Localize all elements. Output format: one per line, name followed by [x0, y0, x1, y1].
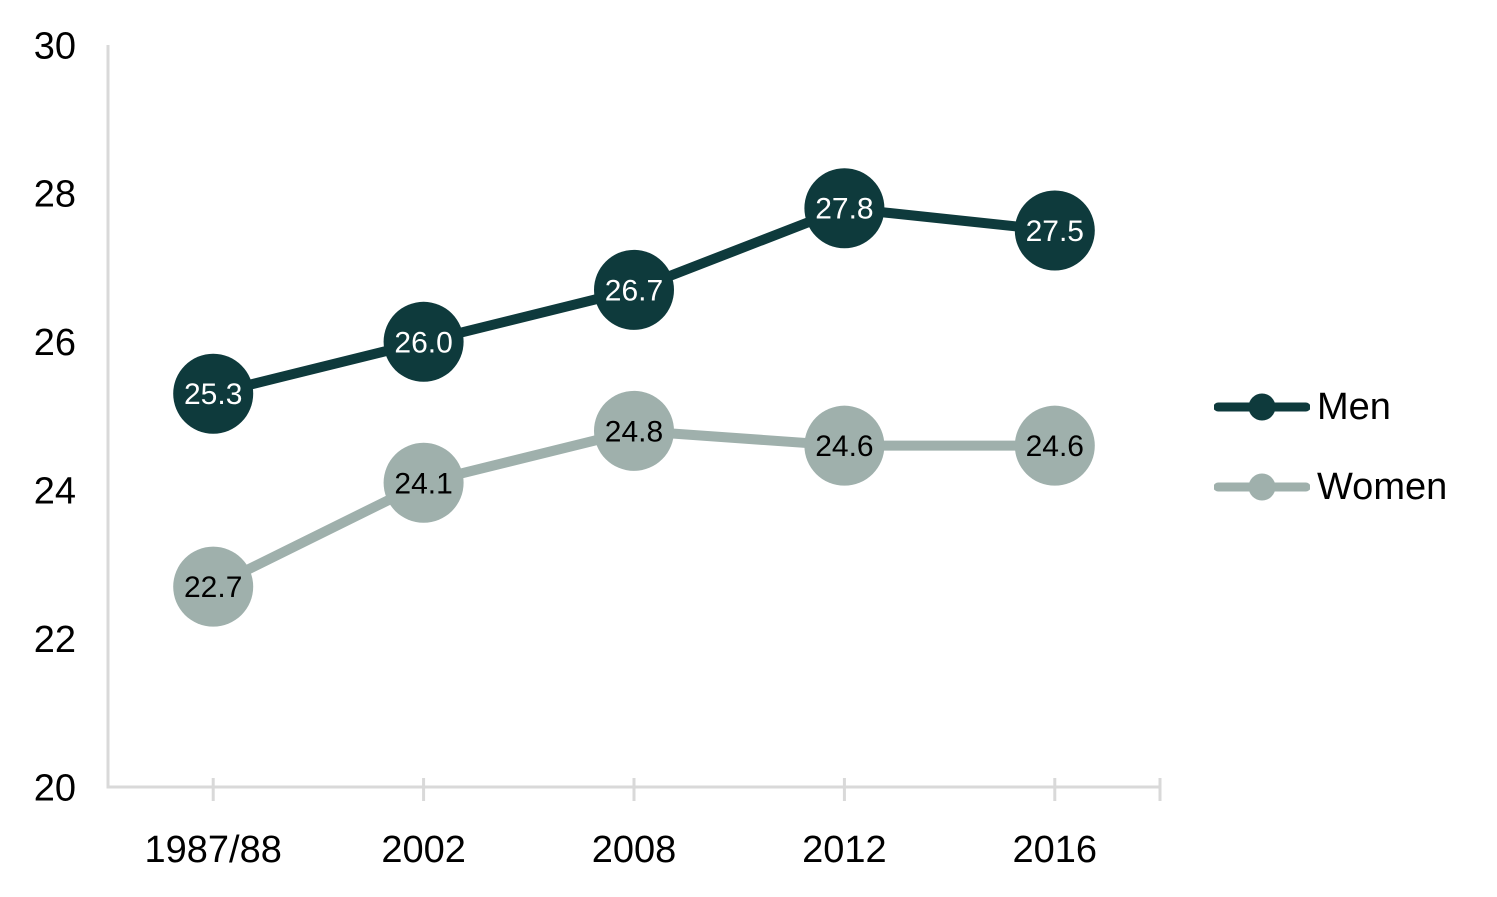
x-axis-tick-label: 2012	[802, 829, 887, 871]
men-data-label: 26.0	[394, 326, 452, 359]
legend-label-women: Women	[1317, 466, 1448, 508]
women-data-point	[594, 390, 674, 471]
y-axis-tick-label: 28	[34, 174, 76, 216]
women-data-label: 24.1	[394, 467, 452, 500]
women-data-point	[173, 546, 254, 627]
y-axis-tick-label: 30	[34, 25, 76, 67]
women-data-point	[804, 405, 885, 486]
x-axis-tick-label: 2016	[1013, 829, 1098, 871]
y-axis-tick-label: 26	[34, 322, 76, 364]
men-data-label: 27.8	[815, 193, 873, 226]
legend-label-men: Men	[1317, 386, 1391, 428]
y-axis-tick-label: 20	[34, 767, 76, 809]
women-data-point	[1014, 405, 1095, 486]
y-axis-tick-label: 24	[34, 471, 76, 513]
men-data-point	[804, 168, 885, 249]
men-data-label: 26.7	[605, 274, 663, 307]
x-axis-tick-label: 2008	[592, 829, 677, 871]
women-series-marker-icon	[1214, 473, 1310, 501]
women-data-label: 24.8	[605, 415, 663, 448]
men-data-label: 27.5	[1026, 215, 1084, 248]
x-axis-tick-label: 2002	[381, 829, 466, 871]
men-data-label: 25.3	[184, 378, 242, 411]
women-data-label: 24.6	[1026, 430, 1084, 463]
legend-item-women: Women	[1214, 467, 1447, 507]
legend-item-men: Men	[1214, 387, 1447, 427]
men-data-point	[173, 353, 254, 434]
men-data-point	[383, 301, 464, 382]
women-data-label: 24.6	[815, 430, 873, 463]
legend: Men Women	[1214, 387, 1447, 507]
men-series-marker-icon	[1214, 393, 1310, 421]
men-data-point	[1014, 190, 1095, 271]
x-axis-tick-label: 1987/88	[145, 829, 282, 871]
women-data-point	[383, 442, 464, 523]
men-data-point	[594, 249, 674, 330]
women-data-label: 22.7	[184, 571, 242, 604]
y-axis-tick-label: 22	[34, 619, 76, 661]
